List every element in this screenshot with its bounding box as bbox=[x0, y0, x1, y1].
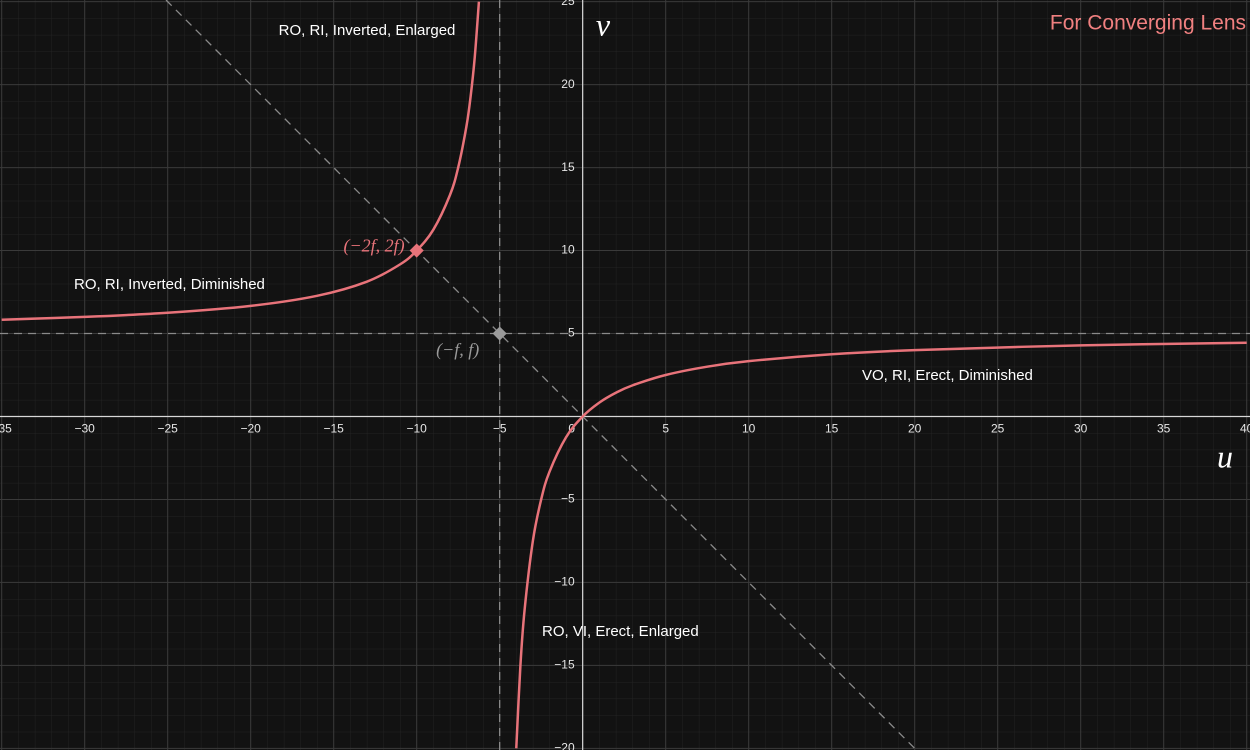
y-tick-label: 10 bbox=[561, 243, 575, 257]
region-label: VO, RI, Erect, Diminished bbox=[862, 367, 1033, 384]
y-axis-label: v bbox=[596, 6, 611, 42]
x-tick-label: −15 bbox=[323, 422, 344, 436]
x-tick-label: −10 bbox=[406, 422, 427, 436]
y-tick-label: 5 bbox=[568, 326, 575, 340]
y-tick-label: 20 bbox=[561, 77, 575, 91]
chart-title: For Converging Lens bbox=[1050, 12, 1246, 35]
y-tick-label: 15 bbox=[561, 160, 575, 174]
region-label: RO, VI, Erect, Enlarged bbox=[542, 623, 699, 640]
region-label: RO, RI, Inverted, Diminished bbox=[74, 276, 265, 293]
region-label: RO, RI, Inverted, Enlarged bbox=[279, 22, 456, 39]
x-tick-label: 20 bbox=[908, 422, 922, 436]
y-tick-label: −15 bbox=[554, 658, 575, 672]
point bbox=[492, 326, 507, 341]
x-tick-label: −35 bbox=[0, 422, 12, 436]
x-tick-label: 40 bbox=[1240, 422, 1250, 436]
point bbox=[409, 243, 424, 258]
x-tick-label: 10 bbox=[742, 422, 756, 436]
x-tick-label: 25 bbox=[991, 422, 1005, 436]
x-axis-label: u bbox=[1217, 438, 1233, 474]
x-tick-label: 35 bbox=[1157, 422, 1171, 436]
point-label: (−2f, 2f) bbox=[344, 236, 405, 257]
x-tick-label: −30 bbox=[74, 422, 95, 436]
point-label: (−f, f) bbox=[436, 340, 479, 361]
x-tick-label: 15 bbox=[825, 422, 839, 436]
x-tick-label: −20 bbox=[240, 422, 261, 436]
y-tick-label: −10 bbox=[554, 575, 575, 589]
x-tick-label: −5 bbox=[493, 422, 507, 436]
x-tick-label: −25 bbox=[157, 422, 178, 436]
y-tick-label: −5 bbox=[561, 492, 575, 506]
guide-line bbox=[165, 0, 917, 750]
y-tick-label: −20 bbox=[554, 741, 575, 750]
x-tick-label: 30 bbox=[1074, 422, 1088, 436]
x-tick-label: 5 bbox=[662, 422, 669, 436]
y-tick-label: 25 bbox=[561, 0, 575, 8]
